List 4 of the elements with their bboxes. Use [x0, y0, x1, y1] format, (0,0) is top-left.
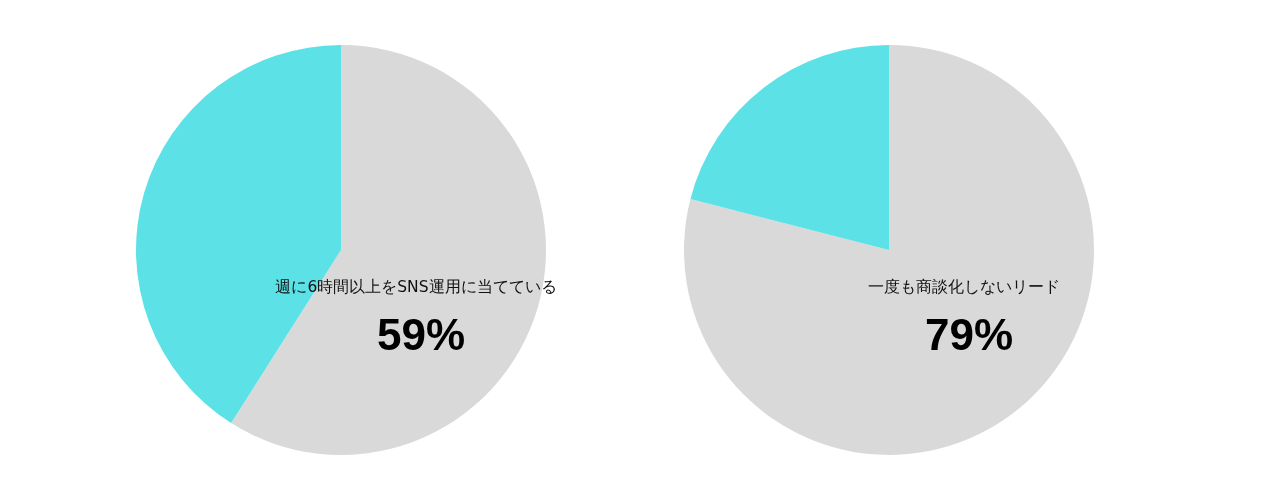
- data-label: 79%: [924, 310, 1014, 359]
- slice-label: 週に6時間以上をSNS運用に当てている: [275, 278, 557, 296]
- data-label: 59%: [376, 310, 466, 359]
- slice-label: 一度も商談化しないリード: [868, 278, 1060, 296]
